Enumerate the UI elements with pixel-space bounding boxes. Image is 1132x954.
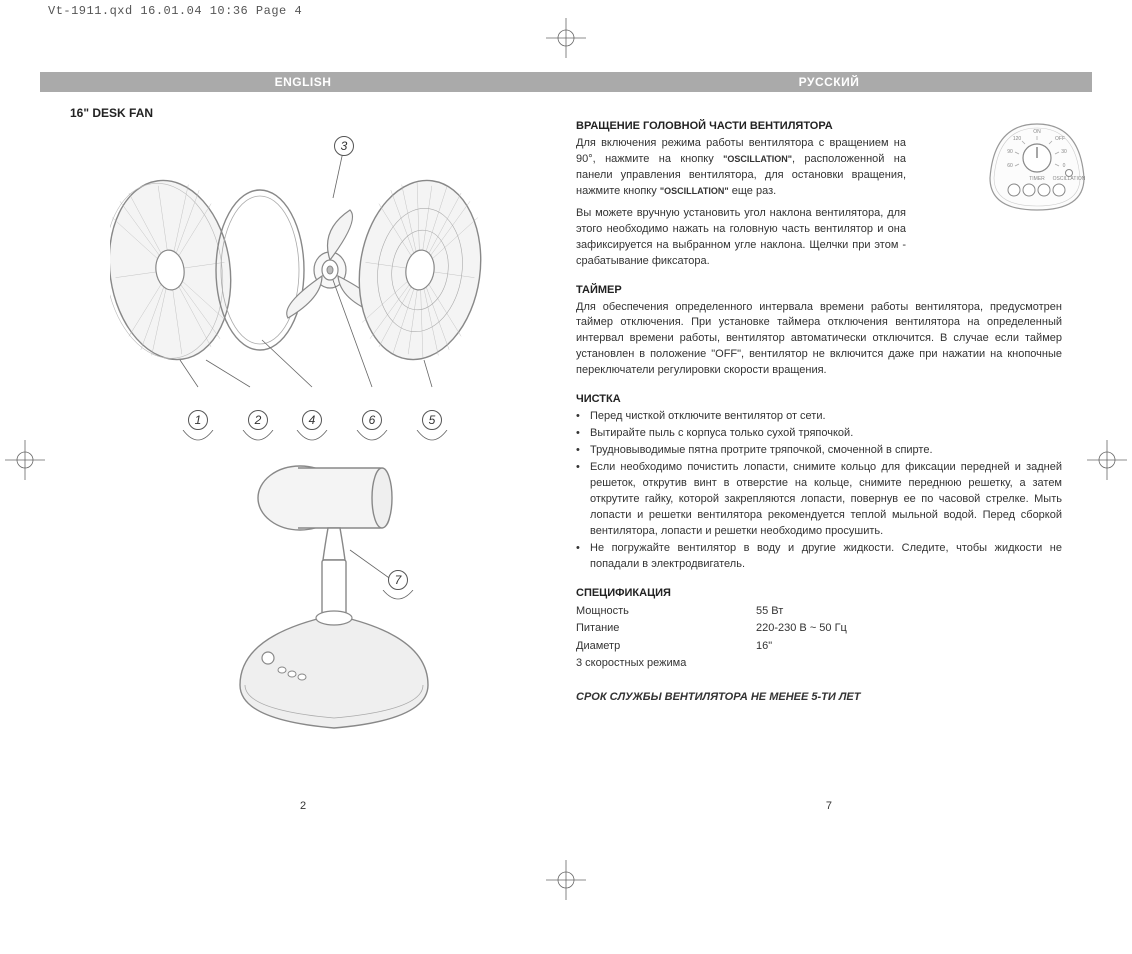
callout-1: 1 (188, 410, 208, 430)
product-title: 16" DESK FAN (70, 106, 546, 120)
callout-4: 4 (302, 410, 322, 430)
list-item: Не погружайте вентилятор в воду и другие… (590, 541, 1062, 573)
crop-mark-top (546, 18, 586, 61)
lang-russian: РУССКИЙ (566, 72, 1092, 92)
control-panel-diagram: ON OFF 120 90 60 30 0 TIMER OSCILLATION (982, 118, 1092, 218)
svg-text:ON: ON (1033, 129, 1041, 135)
callout-5: 5 (422, 410, 442, 430)
list-item: Трудновыводимые пятна протрите тряпочкой… (590, 443, 1062, 459)
column-russian: ON OFF 120 90 60 30 0 TIMER OSCILLATION (566, 106, 1092, 770)
para-timer: Для обеспечения определенного интервала … (576, 300, 1062, 380)
callout-6: 6 (362, 410, 382, 430)
heading-timer: ТАЙМЕР (576, 284, 1062, 296)
cleaning-list: Перед чисткой отключите вентилятор от се… (576, 409, 1062, 572)
crop-mark-bottom (546, 860, 586, 903)
lang-english: ENGLISH (40, 72, 566, 92)
page-number-left: 2 (300, 800, 306, 812)
table-row: Диаметр16" (576, 638, 1062, 656)
table-row: 3 скоростных режима (576, 655, 1062, 673)
svg-text:60: 60 (1007, 163, 1013, 169)
svg-text:TIMER: TIMER (1029, 176, 1045, 182)
list-item: Перед чисткой отключите вентилятор от се… (590, 409, 1062, 425)
lifetime-statement: СРОК СЛУЖБЫ ВЕНТИЛЯТОРА НЕ МЕНЕЕ 5-ТИ ЛЕ… (576, 691, 1062, 703)
callout-7: 7 (388, 570, 408, 590)
list-item: Вытирайте пыль с корпуса только сухой тр… (590, 426, 1062, 442)
column-english: 16" DESK FAN (40, 106, 566, 770)
page-number-right: 7 (826, 800, 832, 812)
crop-mark-left (5, 440, 45, 483)
para-osc-2: Вы можете вручную установить угол наклон… (576, 206, 906, 270)
svg-text:90: 90 (1007, 149, 1013, 155)
crop-mark-right (1087, 440, 1127, 483)
svg-text:OFF: OFF (1055, 136, 1065, 142)
table-row: Мощность55 Вт (576, 603, 1062, 621)
callout-2: 2 (248, 410, 268, 430)
language-bar: ENGLISH РУССКИЙ (40, 72, 1092, 92)
callout-3: 3 (334, 136, 354, 156)
spec-table: Мощность55 Вт Питание220-230 В ~ 50 Гц Д… (576, 603, 1062, 673)
table-row: Питание220-230 В ~ 50 Гц (576, 620, 1062, 638)
para-osc-1: Для включения режима работы вентилятора … (576, 136, 906, 200)
file-info-header: Vt-1911.qxd 16.01.04 10:36 Page 4 (0, 0, 1132, 18)
heading-cleaning: ЧИСТКА (576, 393, 1062, 405)
heading-spec: СПЕЦИФИКАЦИЯ (576, 587, 1062, 599)
svg-text:30: 30 (1061, 149, 1067, 155)
svg-text:120: 120 (1013, 136, 1022, 142)
svg-text:0: 0 (1063, 163, 1066, 169)
fan-diagram: 3 1 2 4 6 5 (70, 130, 546, 770)
list-item: Если необходимо почистить лопасти, сними… (590, 460, 1062, 540)
